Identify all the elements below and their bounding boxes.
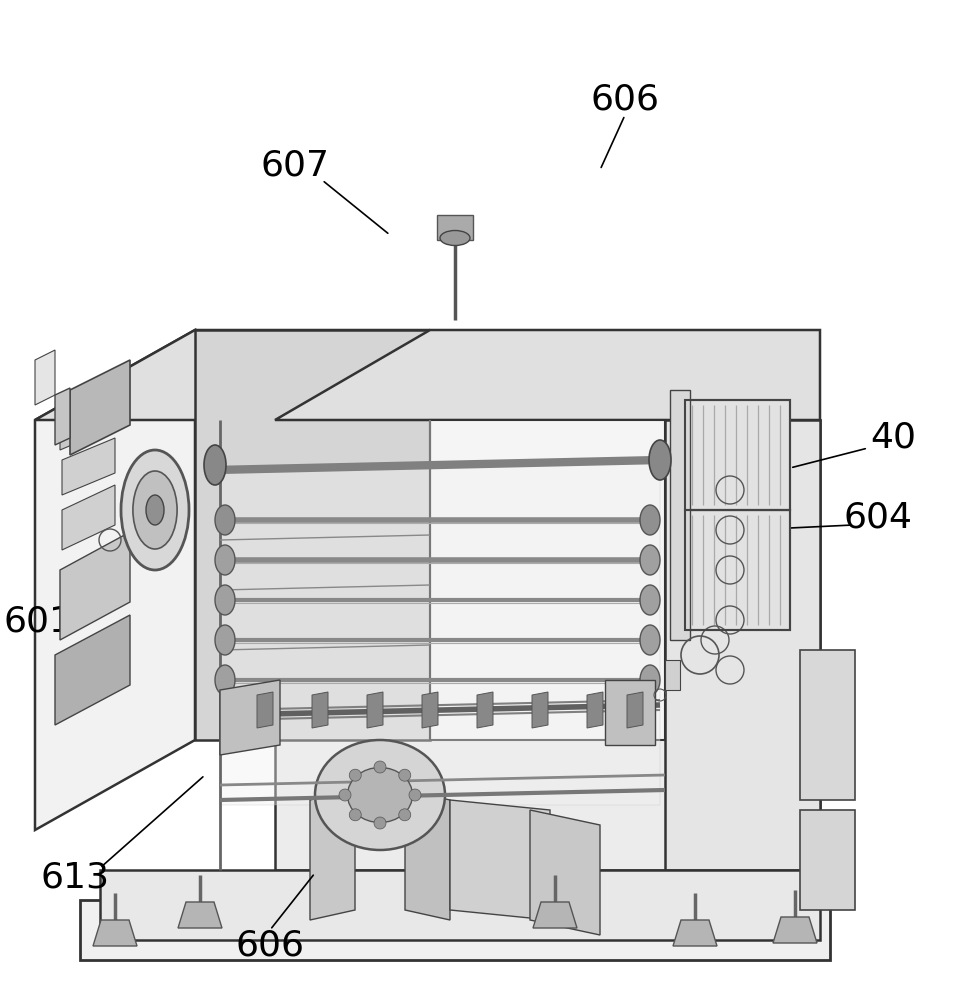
Ellipse shape: [374, 761, 386, 773]
Ellipse shape: [409, 789, 421, 801]
Polygon shape: [405, 790, 450, 920]
Polygon shape: [627, 692, 643, 728]
Polygon shape: [665, 660, 680, 690]
Polygon shape: [670, 390, 690, 640]
Polygon shape: [60, 532, 130, 640]
Polygon shape: [422, 692, 438, 728]
Polygon shape: [430, 420, 665, 740]
Polygon shape: [55, 615, 130, 725]
Polygon shape: [55, 388, 70, 445]
Polygon shape: [35, 330, 430, 420]
Polygon shape: [450, 800, 550, 920]
Ellipse shape: [146, 495, 164, 525]
Ellipse shape: [339, 789, 351, 801]
Polygon shape: [685, 400, 790, 510]
Polygon shape: [310, 790, 355, 920]
Ellipse shape: [133, 471, 177, 549]
Text: 613: 613: [41, 861, 110, 895]
Polygon shape: [195, 330, 430, 740]
Text: 607: 607: [260, 148, 329, 182]
Polygon shape: [100, 870, 820, 940]
Polygon shape: [275, 330, 820, 420]
Text: 606: 606: [590, 83, 659, 117]
Polygon shape: [532, 692, 548, 728]
Polygon shape: [367, 692, 383, 728]
Ellipse shape: [215, 585, 235, 615]
Text: 40: 40: [870, 421, 916, 455]
Polygon shape: [220, 460, 660, 805]
Ellipse shape: [440, 231, 470, 245]
Polygon shape: [93, 920, 137, 946]
Ellipse shape: [348, 768, 413, 822]
Polygon shape: [35, 350, 55, 405]
Ellipse shape: [640, 505, 660, 535]
Polygon shape: [437, 215, 473, 240]
Polygon shape: [178, 902, 222, 928]
Polygon shape: [685, 510, 790, 630]
Ellipse shape: [350, 809, 361, 821]
Polygon shape: [605, 680, 655, 745]
Polygon shape: [800, 810, 855, 910]
Polygon shape: [80, 900, 830, 960]
Polygon shape: [477, 692, 493, 728]
Polygon shape: [800, 650, 855, 800]
Polygon shape: [275, 420, 820, 870]
Polygon shape: [62, 485, 115, 550]
Ellipse shape: [215, 545, 235, 575]
Ellipse shape: [204, 445, 226, 485]
Polygon shape: [62, 438, 115, 495]
Ellipse shape: [640, 625, 660, 655]
Ellipse shape: [399, 769, 411, 781]
Polygon shape: [35, 330, 195, 830]
Polygon shape: [673, 920, 717, 946]
Polygon shape: [312, 692, 328, 728]
Ellipse shape: [215, 505, 235, 535]
Ellipse shape: [399, 809, 411, 821]
Ellipse shape: [640, 545, 660, 575]
Polygon shape: [530, 810, 600, 935]
Ellipse shape: [215, 665, 235, 695]
Ellipse shape: [649, 440, 671, 480]
Text: 606: 606: [236, 928, 305, 962]
Ellipse shape: [215, 625, 235, 655]
Polygon shape: [533, 902, 577, 928]
Ellipse shape: [350, 769, 361, 781]
Ellipse shape: [374, 817, 386, 829]
Text: 604: 604: [844, 501, 913, 535]
Polygon shape: [70, 360, 130, 455]
Ellipse shape: [121, 450, 189, 570]
Polygon shape: [60, 408, 100, 450]
Polygon shape: [220, 680, 280, 755]
Ellipse shape: [640, 585, 660, 615]
Polygon shape: [587, 692, 603, 728]
Text: 601: 601: [4, 605, 73, 639]
Ellipse shape: [315, 740, 445, 850]
Ellipse shape: [640, 665, 660, 695]
Polygon shape: [665, 420, 820, 870]
Polygon shape: [773, 917, 817, 943]
Polygon shape: [257, 692, 273, 728]
